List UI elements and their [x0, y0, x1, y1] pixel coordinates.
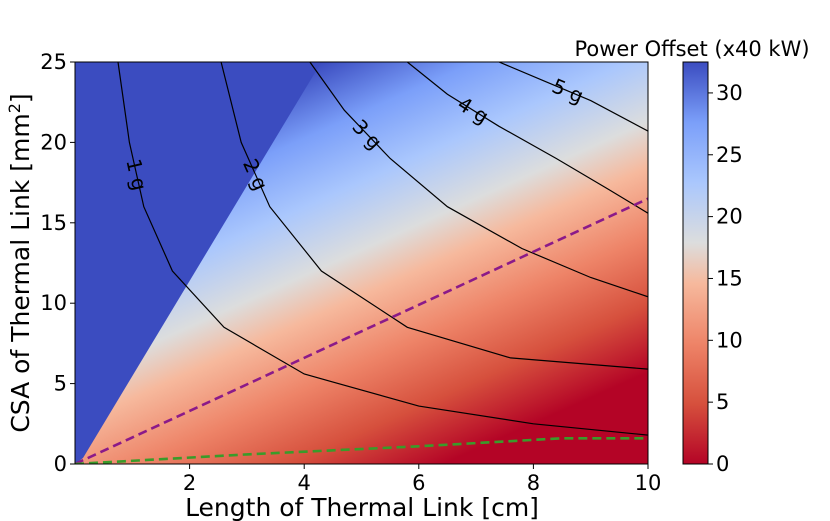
colorbar-tick-label: 15 — [716, 266, 743, 290]
x-axis: 2 4 6 8 10 — [183, 464, 661, 495]
y-axis-label-main: CSA of Thermal Link [mm — [6, 113, 35, 432]
contour-line — [309, 62, 648, 298]
x-tick-label: 10 — [635, 471, 662, 495]
contour-line — [220, 62, 648, 370]
reference-line — [75, 197, 648, 464]
x-tick-label: 4 — [298, 471, 311, 495]
colorbar-tick-label: 10 — [716, 328, 743, 352]
y-tick-label: 20 — [40, 130, 67, 154]
colorbar — [682, 61, 709, 465]
colorbar-tick-label: 25 — [716, 143, 743, 167]
y-tick-label: 0 — [54, 452, 67, 476]
colorbar-tick-label: 20 — [716, 205, 743, 229]
x-axis-label: Length of Thermal Link [cm] — [185, 493, 539, 521]
colorbar-tick-label: 0 — [716, 452, 729, 476]
contour-line — [498, 62, 648, 132]
heatmap-area — [75, 62, 648, 464]
colorbar-title: Power Offset (x40 kW) — [574, 37, 809, 61]
y-axis-label: CSA of Thermal Link [mm2] — [5, 93, 36, 432]
contour-line — [406, 62, 648, 214]
x-tick-label: 8 — [527, 471, 540, 495]
x-tick-label: 6 — [412, 471, 425, 495]
colorbar-ticks: 0 5 10 15 20 25 30 — [708, 81, 743, 476]
y-axis: 0 5 10 15 20 25 — [40, 50, 75, 476]
plot-frame — [74, 61, 649, 465]
colorbar-tick-label: 30 — [716, 81, 743, 105]
y-tick-label: 10 — [40, 291, 67, 315]
contour-line — [117, 62, 648, 436]
x-tick-label: 2 — [183, 471, 196, 495]
y-axis-label-sup: 2 — [5, 103, 24, 113]
y-tick-label: 15 — [40, 211, 67, 235]
saturated-region — [75, 62, 322, 464]
y-tick-label: 5 — [54, 372, 67, 396]
y-axis-label-close: ] — [6, 93, 35, 103]
y-tick-label: 25 — [40, 50, 67, 74]
colorbar-tick-label: 5 — [716, 390, 729, 414]
reference-lines — [75, 197, 648, 464]
contour-lines — [117, 62, 648, 436]
reference-line — [75, 436, 648, 464]
